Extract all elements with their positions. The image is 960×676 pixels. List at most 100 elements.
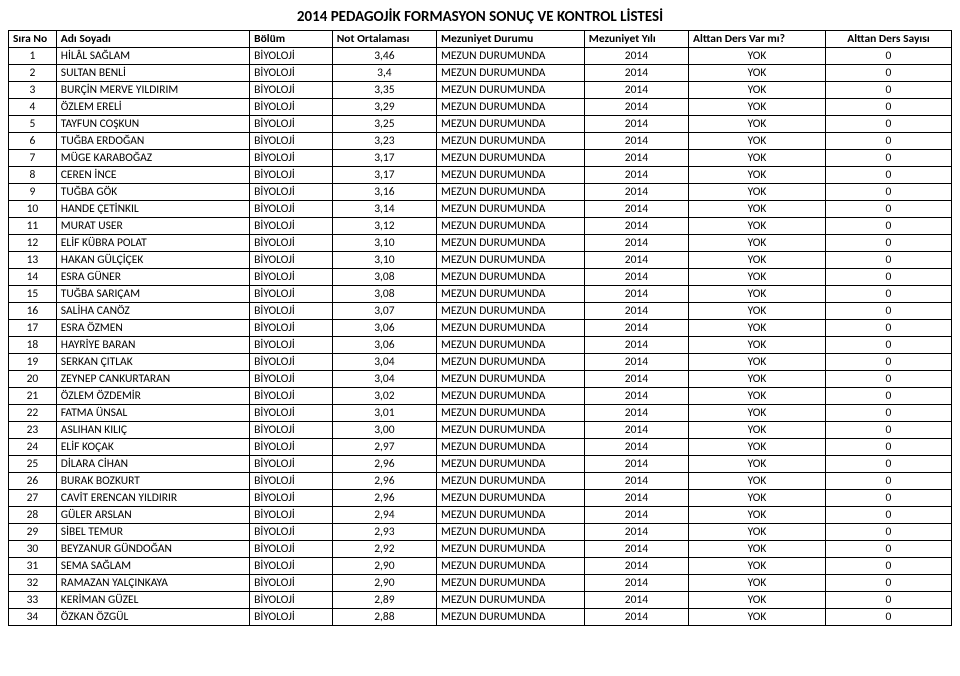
cell-no: 22 xyxy=(9,405,57,422)
cell-gpa: 3,06 xyxy=(332,337,436,354)
cell-name: MURAT USER xyxy=(56,218,249,235)
cell-name: MÜGE KARABOĞAZ xyxy=(56,150,249,167)
table-row: 8CEREN İNCEBİYOLOJİ3,17MEZUN DURUMUNDA20… xyxy=(9,167,952,184)
cell-no: 11 xyxy=(9,218,57,235)
cell-no: 32 xyxy=(9,575,57,592)
cell-alt1: YOK xyxy=(689,65,826,82)
cell-alt2: 0 xyxy=(825,422,951,439)
cell-alt1: YOK xyxy=(689,150,826,167)
cell-alt1: YOK xyxy=(689,133,826,150)
cell-name: SİBEL TEMUR xyxy=(56,524,249,541)
cell-gpa: 3,35 xyxy=(332,82,436,99)
cell-gpa: 3,01 xyxy=(332,405,436,422)
cell-alt2: 0 xyxy=(825,65,951,82)
cell-dept: BİYOLOJİ xyxy=(250,541,333,558)
cell-gradstat: MEZUN DURUMUNDA xyxy=(437,201,585,218)
results-table: Sıra No Adı Soyadı Bölüm Not Ortalaması … xyxy=(8,30,952,626)
cell-no: 28 xyxy=(9,507,57,524)
cell-dept: BİYOLOJİ xyxy=(250,99,333,116)
cell-alt2: 0 xyxy=(825,609,951,626)
cell-gradyear: 2014 xyxy=(584,218,688,235)
cell-no: 4 xyxy=(9,99,57,116)
cell-gpa: 3,46 xyxy=(332,48,436,65)
cell-dept: BİYOLOJİ xyxy=(250,252,333,269)
cell-alt1: YOK xyxy=(689,337,826,354)
cell-no: 31 xyxy=(9,558,57,575)
cell-alt1: YOK xyxy=(689,354,826,371)
cell-gradyear: 2014 xyxy=(584,99,688,116)
cell-dept: BİYOLOJİ xyxy=(250,490,333,507)
cell-gradyear: 2014 xyxy=(584,473,688,490)
table-row: 10HANDE ÇETİNKILBİYOLOJİ3,14MEZUN DURUMU… xyxy=(9,201,952,218)
cell-gradstat: MEZUN DURUMUNDA xyxy=(437,541,585,558)
cell-name: HANDE ÇETİNKIL xyxy=(56,201,249,218)
cell-alt1: YOK xyxy=(689,82,826,99)
cell-no: 2 xyxy=(9,65,57,82)
cell-dept: BİYOLOJİ xyxy=(250,609,333,626)
cell-alt2: 0 xyxy=(825,371,951,388)
table-row: 23ASLIHAN KILIÇBİYOLOJİ3,00MEZUN DURUMUN… xyxy=(9,422,952,439)
cell-no: 7 xyxy=(9,150,57,167)
cell-gradyear: 2014 xyxy=(584,388,688,405)
cell-gradyear: 2014 xyxy=(584,286,688,303)
cell-gradyear: 2014 xyxy=(584,507,688,524)
cell-gradstat: MEZUN DURUMUNDA xyxy=(437,337,585,354)
cell-gradyear: 2014 xyxy=(584,558,688,575)
cell-name: BURAK BOZKURT xyxy=(56,473,249,490)
cell-dept: BİYOLOJİ xyxy=(250,184,333,201)
cell-alt2: 0 xyxy=(825,99,951,116)
cell-gpa: 3,04 xyxy=(332,354,436,371)
cell-dept: BİYOLOJİ xyxy=(250,388,333,405)
cell-gpa: 3,00 xyxy=(332,422,436,439)
col-gpa: Not Ortalaması xyxy=(332,31,436,48)
cell-gradstat: MEZUN DURUMUNDA xyxy=(437,371,585,388)
cell-name: BEYZANUR GÜNDOĞAN xyxy=(56,541,249,558)
cell-gpa: 3,14 xyxy=(332,201,436,218)
cell-alt1: YOK xyxy=(689,167,826,184)
cell-alt1: YOK xyxy=(689,235,826,252)
cell-gradyear: 2014 xyxy=(584,609,688,626)
cell-alt2: 0 xyxy=(825,201,951,218)
cell-alt1: YOK xyxy=(689,609,826,626)
cell-no: 9 xyxy=(9,184,57,201)
cell-alt1: YOK xyxy=(689,201,826,218)
cell-no: 8 xyxy=(9,167,57,184)
cell-no: 10 xyxy=(9,201,57,218)
cell-gpa: 3,17 xyxy=(332,167,436,184)
cell-no: 25 xyxy=(9,456,57,473)
table-row: 28GÜLER ARSLANBİYOLOJİ2,94MEZUN DURUMUND… xyxy=(9,507,952,524)
cell-no: 33 xyxy=(9,592,57,609)
cell-alt2: 0 xyxy=(825,286,951,303)
table-row: 12ELİF KÜBRA POLATBİYOLOJİ3,10MEZUN DURU… xyxy=(9,235,952,252)
cell-dept: BİYOLOJİ xyxy=(250,524,333,541)
cell-name: SEMA SAĞLAM xyxy=(56,558,249,575)
cell-gradyear: 2014 xyxy=(584,541,688,558)
cell-alt2: 0 xyxy=(825,167,951,184)
cell-dept: BİYOLOJİ xyxy=(250,507,333,524)
cell-alt2: 0 xyxy=(825,456,951,473)
cell-name: TUĞBA SARIÇAM xyxy=(56,286,249,303)
table-row: 15TUĞBA SARIÇAMBİYOLOJİ3,08MEZUN DURUMUN… xyxy=(9,286,952,303)
cell-dept: BİYOLOJİ xyxy=(250,354,333,371)
cell-dept: BİYOLOJİ xyxy=(250,456,333,473)
cell-dept: BİYOLOJİ xyxy=(250,82,333,99)
cell-gpa: 2,92 xyxy=(332,541,436,558)
cell-dept: BİYOLOJİ xyxy=(250,201,333,218)
cell-gradstat: MEZUN DURUMUNDA xyxy=(437,524,585,541)
cell-name: TUĞBA ERDOĞAN xyxy=(56,133,249,150)
cell-gradyear: 2014 xyxy=(584,235,688,252)
cell-alt2: 0 xyxy=(825,507,951,524)
cell-no: 19 xyxy=(9,354,57,371)
cell-alt1: YOK xyxy=(689,320,826,337)
cell-gradyear: 2014 xyxy=(584,167,688,184)
table-row: 3BURÇİN MERVE YILDIRIMBİYOLOJİ3,35MEZUN … xyxy=(9,82,952,99)
cell-alt1: YOK xyxy=(689,388,826,405)
cell-alt2: 0 xyxy=(825,388,951,405)
cell-gradstat: MEZUN DURUMUNDA xyxy=(437,286,585,303)
cell-name: TUĞBA GÖK xyxy=(56,184,249,201)
table-row: 33KERİMAN GÜZELBİYOLOJİ2,89MEZUN DURUMUN… xyxy=(9,592,952,609)
cell-alt2: 0 xyxy=(825,320,951,337)
table-row: 29SİBEL TEMURBİYOLOJİ2,93MEZUN DURUMUNDA… xyxy=(9,524,952,541)
table-row: 1HİLÂL SAĞLAMBİYOLOJİ3,46MEZUN DURUMUNDA… xyxy=(9,48,952,65)
cell-alt1: YOK xyxy=(689,252,826,269)
